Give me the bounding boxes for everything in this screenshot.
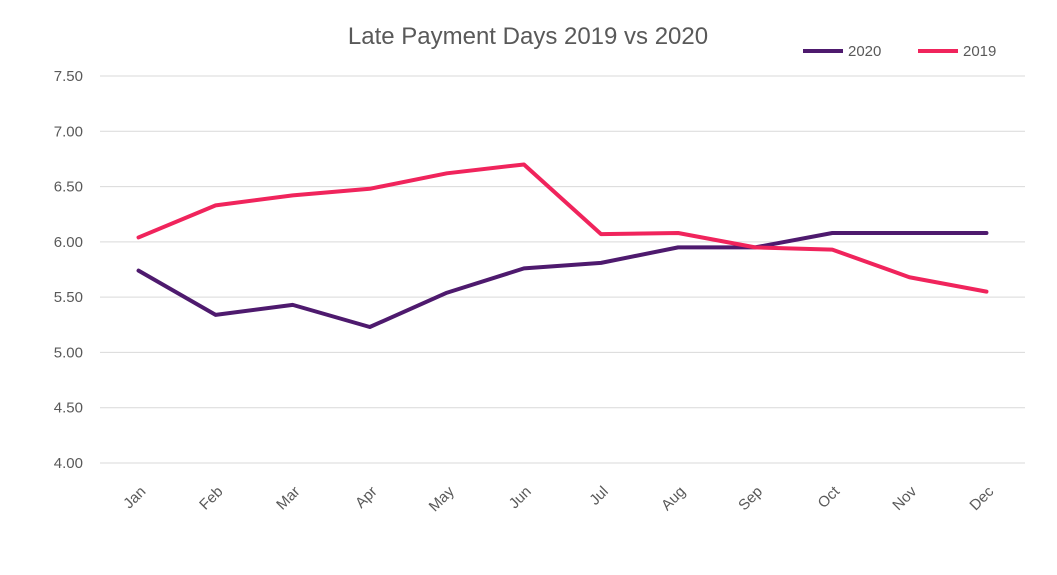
x-tick-label: Jan [120, 483, 149, 512]
x-tick-label: Nov [889, 483, 920, 514]
x-tick-label: May [426, 483, 458, 515]
x-tick-label: Aug [658, 483, 689, 514]
y-tick-label: 6.50 [54, 179, 83, 196]
x-tick-label: Sep [735, 483, 766, 514]
x-tick-label: Jun [506, 483, 535, 512]
legend-label-2019: 2019 [963, 43, 996, 60]
y-axis-ticks: 4.00 4.50 5.00 5.50 6.00 6.50 7.00 7.50 [54, 68, 83, 472]
y-tick-label: 5.00 [54, 344, 83, 361]
x-axis-ticks: Jan Feb Mar Apr May Jun Jul Aug Sep Oct Nov Dec [120, 483, 997, 516]
y-tick-label: 5.50 [54, 289, 83, 306]
x-tick-label: Mar [273, 483, 303, 513]
y-tick-label: 4.50 [54, 400, 83, 417]
chart-title: Late Payment Days 2019 vs 2020 [348, 23, 708, 50]
series-line-2020 [136, 231, 989, 329]
gridlines [100, 75, 1025, 464]
legend-label-2020: 2020 [848, 43, 881, 60]
x-tick-label: Jul [586, 483, 612, 509]
x-tick-label: Oct [815, 483, 844, 512]
y-tick-label: 7.50 [54, 68, 83, 85]
series-lines [136, 162, 989, 329]
y-tick-label: 6.00 [54, 234, 83, 251]
legend: 2020 2019 [803, 43, 996, 60]
y-tick-label: 4.00 [54, 455, 83, 472]
x-tick-label: Feb [196, 483, 226, 513]
series-line-2019 [136, 162, 989, 294]
y-tick-label: 7.00 [54, 123, 83, 140]
x-tick-label: Dec [966, 483, 997, 514]
x-tick-label: Apr [352, 483, 381, 512]
